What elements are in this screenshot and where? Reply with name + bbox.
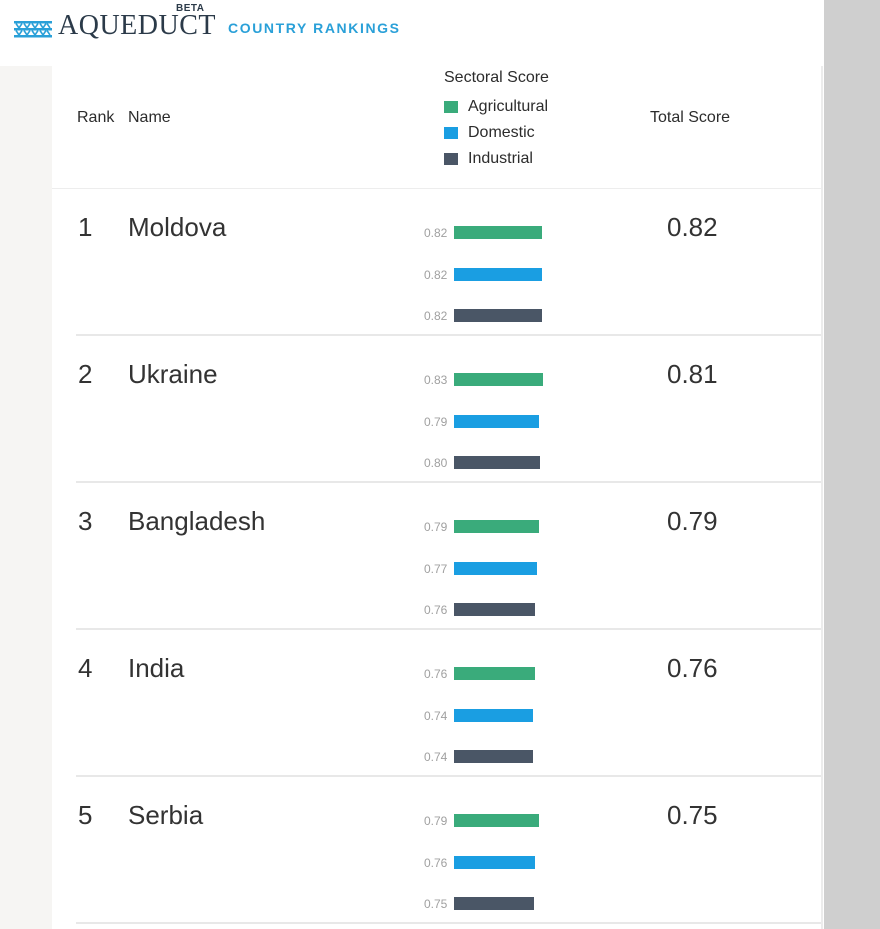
legend-swatch-industrial (444, 153, 458, 165)
divider (52, 188, 821, 189)
rank-cell: 5 (78, 800, 93, 830)
divider (76, 334, 821, 336)
sector-score-industrial: 0.75 (412, 896, 534, 911)
sector-score-industrial: 0.82 (412, 308, 542, 323)
sector-score-value: 0.76 (424, 602, 448, 617)
rankings-panel: Rank Name Sectoral Score Agricultural Do… (52, 66, 823, 929)
sector-score-value: 0.79 (424, 813, 448, 828)
sector-score-value: 0.83 (424, 372, 448, 387)
country-name: India (128, 653, 185, 683)
legend-swatch-domestic (444, 127, 458, 139)
sector-score-bar (454, 667, 535, 680)
table-row[interactable]: 3 Bangladesh 0.79 0.79 0.77 0.76 (52, 483, 821, 630)
sector-score-bar (454, 709, 533, 722)
country-name: Serbia (128, 800, 204, 830)
sector-score-value: 0.76 (424, 855, 448, 870)
divider (76, 481, 821, 483)
sector-score-value: 0.79 (424, 414, 448, 429)
total-score: 0.79 (667, 506, 718, 536)
legend-item-domestic: Domestic (444, 120, 548, 146)
sector-score-domestic: 0.79 (412, 414, 539, 429)
sector-score-bar (454, 603, 535, 616)
table-row[interactable]: 1 Moldova 0.82 0.82 0.82 0.82 (52, 189, 821, 336)
legend-label: Agricultural (468, 98, 549, 115)
legend-item-agricultural: Agricultural (444, 94, 548, 120)
sector-score-agricultural: 0.83 (412, 372, 543, 387)
sector-score-industrial: 0.80 (412, 455, 540, 470)
logo-text: AQUEDUCT (58, 10, 216, 41)
column-header-total-score[interactable]: Total Score (650, 109, 731, 126)
column-header-rank[interactable]: Rank (77, 109, 115, 126)
total-score: 0.81 (667, 359, 718, 389)
column-header-name[interactable]: Name (128, 109, 171, 126)
sector-score-industrial: 0.76 (412, 602, 535, 617)
country-name: Moldova (128, 212, 227, 242)
column-header-sectoral-score: Sectoral Score (444, 69, 549, 86)
sector-score-agricultural: 0.79 (412, 813, 539, 828)
sector-score-value: 0.82 (424, 308, 448, 323)
sector-score-agricultural: 0.82 (412, 225, 542, 240)
table-row[interactable]: 4 India 0.76 0.76 0.74 0.74 (52, 630, 821, 777)
sector-score-bar (454, 226, 542, 239)
sector-score-agricultural: 0.76 (412, 666, 535, 681)
left-gutter (0, 66, 52, 929)
legend-label: Industrial (468, 150, 533, 167)
country-name: Bangladesh (128, 506, 266, 536)
rank-cell: 3 (78, 506, 93, 536)
sector-score-bar (454, 415, 539, 428)
sector-score-agricultural: 0.79 (412, 519, 539, 534)
sector-score-value: 0.76 (424, 666, 448, 681)
sector-score-value: 0.74 (424, 749, 448, 764)
sector-score-industrial: 0.74 (412, 749, 533, 764)
sector-score-bar (454, 268, 542, 281)
legend-label: Domestic (468, 124, 535, 141)
right-gutter (824, 0, 880, 929)
sector-score-domestic: 0.76 (412, 855, 535, 870)
legend-item-industrial: Industrial (444, 146, 548, 172)
total-score: 0.76 (667, 653, 718, 683)
divider (76, 922, 821, 924)
sector-score-domestic: 0.82 (412, 267, 542, 282)
beta-badge: BETA (176, 3, 205, 14)
sector-score-value: 0.74 (424, 708, 448, 723)
sector-score-bar (454, 309, 542, 322)
sector-score-value: 0.82 (424, 225, 448, 240)
rank-cell: 1 (78, 212, 93, 242)
total-score: 0.82 (667, 212, 718, 242)
sector-score-bar (454, 814, 539, 827)
sector-legend: Agricultural Domestic Industrial (444, 94, 548, 172)
sector-score-bar (454, 856, 535, 869)
aqueduct-logo-icon (14, 21, 52, 38)
sector-score-bar (454, 750, 533, 763)
table-row[interactable]: 2 Ukraine 0.81 0.83 0.79 0.80 (52, 336, 821, 483)
sector-score-bar (454, 520, 539, 533)
sector-score-domestic: 0.77 (412, 561, 537, 576)
divider (76, 628, 821, 630)
page-title[interactable]: COUNTRY RANKINGS (228, 20, 401, 36)
app-header: AQUEDUCT BETA COUNTRY RANKINGS (0, 0, 824, 66)
divider (76, 775, 821, 777)
legend-swatch-agricultural (444, 101, 458, 113)
sector-score-value: 0.82 (424, 267, 448, 282)
rank-cell: 2 (78, 359, 93, 389)
sector-score-bar (454, 456, 540, 469)
total-score: 0.75 (667, 800, 718, 830)
sector-score-value: 0.77 (424, 561, 448, 576)
sector-score-bar (454, 562, 537, 575)
sector-score-value: 0.75 (424, 896, 448, 911)
rank-cell: 4 (78, 653, 93, 683)
sector-score-value: 0.80 (424, 455, 448, 470)
logo[interactable]: AQUEDUCT (14, 12, 216, 40)
sector-score-bar (454, 897, 534, 910)
country-name: Ukraine (128, 359, 218, 389)
sector-score-value: 0.79 (424, 519, 448, 534)
sector-score-domestic: 0.74 (412, 708, 533, 723)
table-row[interactable]: 5 Serbia 0.75 0.79 0.76 0.75 (52, 777, 821, 924)
sector-score-bar (454, 373, 543, 386)
